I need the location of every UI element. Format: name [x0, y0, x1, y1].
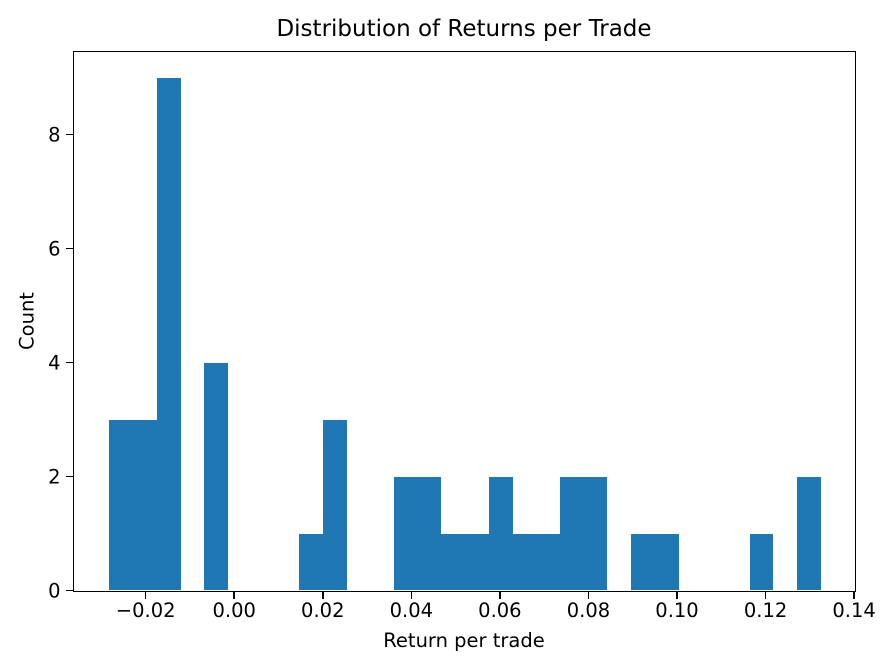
y-tick-label: 2: [48, 465, 61, 489]
x-tick-mark: [410, 591, 413, 599]
x-tick-mark: [853, 591, 855, 599]
histogram-bar: [393, 476, 418, 591]
x-tick-label: 0.04: [389, 599, 434, 622]
x-tick-label: 0.06: [478, 599, 522, 622]
y-tick-mark: [65, 475, 73, 478]
x-tick-mark: [233, 591, 235, 599]
x-tick-label: 0.00: [212, 599, 256, 622]
histogram-bar: [465, 533, 489, 591]
y-tick-mark: [65, 247, 73, 250]
histogram-bar: [299, 533, 323, 591]
histogram-bar: [417, 476, 442, 591]
histogram-bar: [797, 476, 821, 591]
x-tick-mark: [764, 591, 767, 599]
x-tick-label: 0.02: [301, 599, 345, 622]
histogram-bar: [133, 419, 157, 591]
histogram-bar: [488, 476, 513, 591]
histogram-bar: [654, 533, 679, 591]
x-tick-mark: [499, 591, 501, 599]
x-tick-label: 0.14: [832, 599, 876, 622]
histogram-bar: [204, 362, 228, 591]
x-axis-label: Return per trade: [383, 629, 545, 652]
y-tick-mark: [65, 589, 73, 592]
x-tick-label: −0.02: [115, 599, 176, 622]
histogram-bar: [583, 476, 608, 591]
y-tick-label: 8: [48, 123, 61, 147]
x-tick-mark: [322, 591, 324, 599]
histogram-bar: [109, 419, 134, 591]
y-tick-mark: [65, 133, 73, 136]
y-tick-label: 6: [48, 237, 61, 261]
histogram-bar: [631, 533, 655, 591]
y-axis-label: Count: [15, 292, 39, 350]
x-tick-label: 0.08: [566, 599, 611, 622]
y-tick-label: 4: [48, 351, 61, 375]
histogram-bar: [512, 533, 537, 591]
y-tick-mark: [65, 361, 73, 364]
y-tick-label: 0: [48, 579, 61, 602]
chart-title: Distribution of Returns per Trade: [276, 16, 652, 42]
x-tick-mark: [144, 591, 147, 599]
x-tick-label: 0.10: [655, 599, 699, 622]
histogram-bar: [156, 77, 181, 591]
x-tick-mark: [676, 591, 678, 599]
x-tick-label: 0.12: [743, 599, 788, 622]
histogram-bar: [559, 476, 584, 591]
histogram-bar: [536, 533, 560, 591]
histogram-bar: [322, 419, 347, 591]
histogram-bar: [749, 533, 774, 591]
histogram-bar: [441, 533, 466, 591]
x-tick-mark: [587, 591, 590, 599]
